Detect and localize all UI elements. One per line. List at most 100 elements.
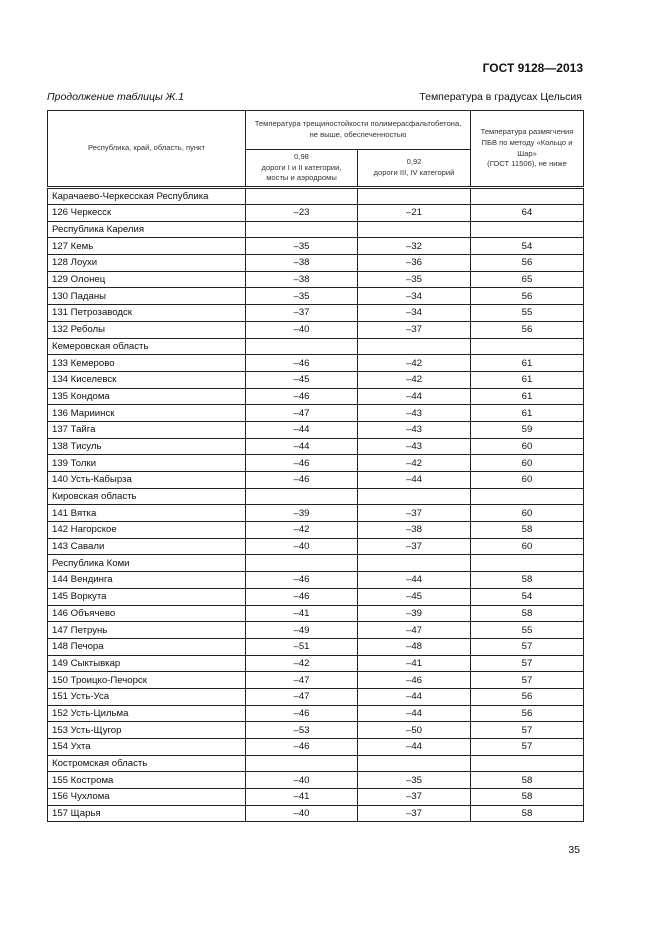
empty-cell: [245, 754, 358, 773]
temp-092-cell: –35: [356, 270, 472, 289]
softening-temp-cell: 57: [470, 637, 585, 656]
location-cell: 148 Печора: [47, 637, 246, 656]
table-row: 136 Мариинск –47 –43 61: [47, 404, 585, 422]
location-cell: 142 Нагорское: [47, 521, 246, 539]
group-row: Кемеровская область: [47, 337, 585, 356]
location-cell: 132 Реболы: [47, 320, 246, 339]
location-cell: 136 Мариинск: [47, 404, 246, 422]
temp-092-cell: –43: [356, 437, 472, 456]
location-cell: 156 Чухлома: [47, 788, 246, 806]
location-cell: 153 Усть-Щугор: [47, 721, 246, 739]
table-row: 126 Черкесск –23 –21 64: [47, 204, 585, 222]
temp-098-cell: –41: [245, 788, 358, 806]
region-name-cell: Республика Коми: [47, 554, 246, 573]
temp-098-cell: –47: [245, 687, 358, 706]
temp-092-cell: –21: [356, 204, 472, 222]
softening-temp-cell: 61: [470, 370, 585, 389]
location-cell: 140 Усть-Кабырза: [47, 471, 246, 489]
softening-temp-cell: 55: [470, 304, 585, 322]
empty-cell: [245, 186, 358, 205]
temp-098-cell: –49: [245, 621, 358, 639]
location-cell: 129 Олонец: [47, 270, 246, 289]
location-cell: 130 Паданы: [47, 287, 246, 306]
location-cell: 152 Усть-Цильма: [47, 704, 246, 723]
table-row: 148 Печора –51 –48 57: [47, 637, 585, 656]
table-row: 132 Реболы –40 –37 56: [47, 320, 585, 339]
page-number: 35: [568, 844, 580, 856]
softening-temp-cell: 54: [470, 587, 585, 606]
empty-cell: [470, 186, 585, 205]
location-cell: 139 Толки: [47, 454, 246, 472]
table-row: 153 Усть-Щугор –53 –50 57: [47, 721, 585, 739]
region-name-cell: Республика Карелия: [47, 220, 246, 239]
empty-cell: [245, 220, 358, 239]
temp-098-cell: –51: [245, 637, 358, 656]
temp-092-cell: –47: [356, 621, 472, 639]
table-row: 134 Киселевск –45 –42 61: [47, 370, 585, 389]
table-row: 135 Кондома –46 –44 61: [47, 387, 585, 406]
temp-092-cell: –45: [356, 587, 472, 606]
temp-098-cell: –46: [245, 738, 358, 756]
header-098: 0,98 дороги I и II категории, мосты и аэ…: [245, 149, 358, 188]
softening-temp-cell: 57: [470, 738, 585, 756]
location-cell: 134 Киселевск: [47, 370, 246, 389]
location-cell: 131 Петрозаводск: [47, 304, 246, 322]
temp-098-cell: –47: [245, 404, 358, 422]
table-row: 145 Воркута –46 –45 54: [47, 587, 585, 606]
empty-cell: [470, 220, 585, 239]
location-cell: 145 Воркута: [47, 587, 246, 606]
location-cell: 150 Троицко-Печорск: [47, 671, 246, 689]
softening-temp-cell: 56: [470, 320, 585, 339]
table-row: 128 Лоухи –38 –36 56: [47, 254, 585, 272]
temperature-table: Республика, край, область, пункт Темпера…: [47, 110, 585, 823]
empty-cell: [245, 337, 358, 356]
temp-098-cell: –40: [245, 320, 358, 339]
table-row: 150 Троицко-Печорск –47 –46 57: [47, 671, 585, 689]
temp-098-cell: –42: [245, 521, 358, 539]
temp-098-cell: –39: [245, 504, 358, 523]
region-name-cell: Костромская область: [47, 754, 246, 773]
temp-098-cell: –23: [245, 204, 358, 222]
softening-temp-cell: 56: [470, 254, 585, 272]
temp-092-cell: –37: [356, 320, 472, 339]
table-row: 137 Тайга –44 –43 59: [47, 420, 585, 439]
temp-098-cell: –46: [245, 454, 358, 472]
temp-098-cell: –35: [245, 287, 358, 306]
table-row: 142 Нагорское –42 –38 58: [47, 521, 585, 539]
location-cell: 135 Кондома: [47, 387, 246, 406]
location-cell: 143 Савали: [47, 537, 246, 556]
temp-098-cell: –40: [245, 537, 358, 556]
temp-092-cell: –48: [356, 637, 472, 656]
table-row: 146 Объячево –41 –39 58: [47, 604, 585, 623]
table-body: Карачаево-Черкесская Республика 126 Черке…: [47, 186, 585, 823]
table-row: 143 Савали –40 –37 60: [47, 537, 585, 556]
softening-temp-cell: 58: [470, 571, 585, 589]
temp-092-cell: –44: [356, 738, 472, 756]
temp-092-cell: –36: [356, 254, 472, 272]
group-row: Кировская область: [47, 487, 585, 506]
softening-temp-cell: 57: [470, 654, 585, 673]
softening-temp-cell: 58: [470, 521, 585, 539]
temp-092-cell: –42: [356, 370, 472, 389]
softening-temp-cell: 56: [470, 687, 585, 706]
table-row: 152 Усть-Цильма –46 –44 56: [47, 704, 585, 723]
empty-cell: [470, 754, 585, 773]
softening-temp-cell: 65: [470, 270, 585, 289]
location-cell: 154 Ухта: [47, 738, 246, 756]
units-caption: Температура в градусах Цельсия: [419, 91, 582, 103]
temp-098-cell: –46: [245, 354, 358, 372]
temp-098-cell: –46: [245, 471, 358, 489]
temp-092-cell: –39: [356, 604, 472, 623]
group-row: Карачаево-Черкесская Республика: [47, 186, 585, 205]
temp-092-cell: –44: [356, 471, 472, 489]
temp-098-cell: –40: [245, 771, 358, 790]
table-row: 156 Чухлома –41 –37 58: [47, 788, 585, 806]
group-row: Костромская область: [47, 754, 585, 773]
temp-092-cell: –44: [356, 571, 472, 589]
location-cell: 126 Черкесск: [47, 204, 246, 222]
table-row: 140 Усть-Кабырза –46 –44 60: [47, 471, 585, 489]
location-cell: 127 Кемь: [47, 237, 246, 256]
empty-cell: [356, 554, 472, 573]
temp-092-cell: –37: [356, 537, 472, 556]
empty-cell: [245, 487, 358, 506]
